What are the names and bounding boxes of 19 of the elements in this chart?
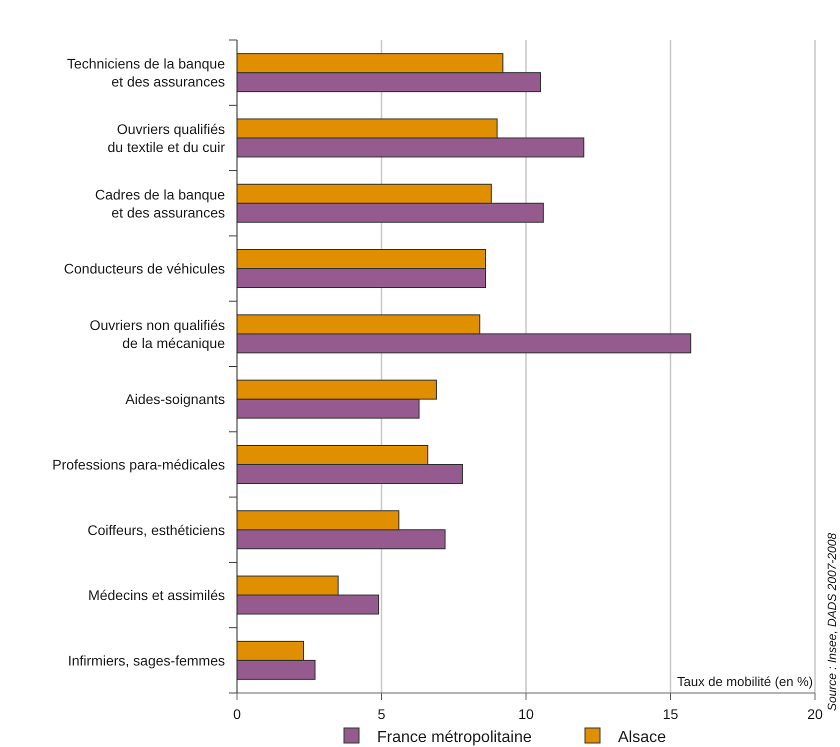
legend-label: Alsace xyxy=(618,729,666,746)
y-tick-label: Conducteurs de véhicules xyxy=(64,260,225,277)
x-tick-label: 5 xyxy=(378,706,386,722)
x-tick-label: 20 xyxy=(807,706,823,722)
y-tick-label: Techniciens de la banque et des assurances xyxy=(66,56,226,90)
legend-label: France métropolitaine xyxy=(377,729,532,746)
y-tick-label: Ouvriers qualifiés du textile et du cuir xyxy=(107,120,226,155)
y-tick-label: Cadres de la banque et des assurances xyxy=(95,186,226,220)
y-tick-label: Aides-soignants xyxy=(125,391,225,408)
x-tick-label: 10 xyxy=(518,706,534,722)
x-tick-label: 0 xyxy=(233,706,242,722)
y-tick-label: Médecins et assimilés xyxy=(88,587,225,604)
y-tick-label: Ouvriers non qualifiés de la mécanique xyxy=(90,316,226,351)
source-note: Source : Insee, DADS 2007-2008 xyxy=(825,532,839,712)
x-tick-label: 15 xyxy=(662,706,678,722)
x-axis-title: Taux de mobilité (en %) xyxy=(677,674,813,689)
y-tick-label: Infirmiers, sages-femmes xyxy=(68,652,225,668)
y-tick-label: Professions para-médicales xyxy=(52,456,225,472)
y-tick-label: Coiffeurs, esthéticiens xyxy=(88,522,225,538)
